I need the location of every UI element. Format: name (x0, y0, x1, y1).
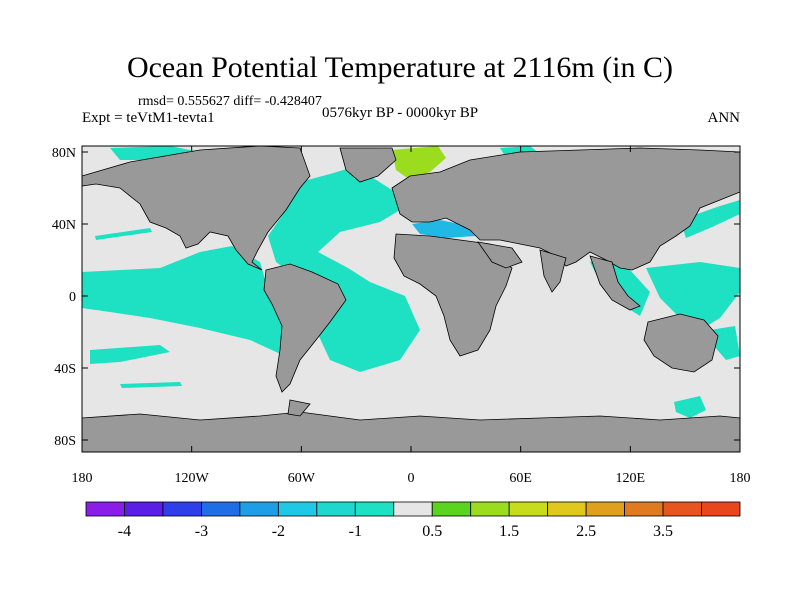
land-australia (643, 313, 719, 373)
colorbar-swatch (547, 501, 587, 517)
colorbar-swatch (393, 501, 433, 517)
lon-tick-label: 60W (288, 471, 316, 486)
colorbar-label: 3.5 (653, 523, 673, 540)
land-antarctic-peninsula (287, 399, 311, 417)
experiment-label: Expt = teVtM1-tevta1 (82, 110, 215, 126)
colorbar-swatch (162, 501, 202, 517)
colorbar-swatch (124, 501, 164, 517)
lat-tick-label: 0 (69, 290, 76, 305)
colorbar-label: 0.5 (422, 523, 442, 540)
land-south-america (263, 263, 347, 393)
land-southeast-asia (589, 255, 641, 311)
lat-tick-label: 80S (54, 434, 76, 449)
colorbar-swatch (508, 501, 549, 517)
lat-tick-label: 40S (54, 362, 76, 377)
west-pacific-anomaly (646, 262, 740, 330)
season-label: ANN (707, 110, 741, 126)
colorbar (85, 501, 741, 517)
colorbar-swatch (354, 501, 395, 517)
map-title: Ocean Potential Temperature at 2116m (in… (126, 51, 674, 84)
colorbar-label: 1.5 (499, 523, 519, 540)
colorbar-label: 2.5 (576, 523, 596, 540)
lon-tick-label: 120E (616, 471, 646, 486)
latitude-axis: 80N 40N 0 40S 80S (52, 146, 740, 449)
nordic-seas-anomaly (392, 146, 446, 180)
pacific-anomaly-dash (120, 382, 182, 388)
southern-ocean-anomaly (674, 396, 706, 418)
colorbar-label: -3 (195, 523, 208, 540)
lat-tick-label: 80N (52, 146, 76, 161)
colorbar-swatch (585, 501, 625, 517)
colorbar-swatch (85, 501, 125, 517)
lon-tick-label: 180 (72, 471, 93, 486)
colorbar-swatch (316, 501, 356, 517)
land-north-america (81, 145, 311, 271)
land-india (539, 249, 567, 293)
colorbar-swatch (431, 501, 472, 517)
colorbar-labels: -4 -3 -2 -1 0.5 1.5 2.5 3.5 (118, 523, 673, 540)
lon-tick-label: 120W (175, 471, 210, 486)
colorbar-swatch (277, 501, 318, 517)
north-pacific-anomaly-dash (95, 228, 152, 240)
period-label: 0576kyr BP - 0000kyr BP (322, 105, 479, 121)
land-greenland (339, 147, 397, 183)
colorbar-swatch (701, 501, 741, 517)
colorbar-swatch (624, 501, 664, 517)
land-masses (81, 145, 741, 453)
lat-tick-label: 40N (52, 218, 76, 233)
lon-tick-label: 180 (730, 471, 751, 486)
colorbar-label: -2 (272, 523, 285, 540)
colorbar-swatch (239, 501, 279, 517)
stats-text: rmsd= 0.555627 diff= -0.428407 (138, 94, 322, 109)
pacific-anomaly-band (82, 246, 300, 356)
tasman-anomaly (710, 326, 740, 360)
longitude-axis: 180 120W 60W 0 60E 120E 180 (72, 146, 751, 486)
northwest-pacific-anomaly (680, 200, 740, 238)
land-arabia (477, 241, 523, 269)
land-eurasia (391, 147, 741, 271)
labrador-anomaly (300, 168, 360, 192)
colorbar-label: -1 (349, 523, 362, 540)
south-pacific-anomaly-strip (90, 345, 170, 364)
atlantic-anomaly-region (268, 176, 420, 372)
lon-tick-label: 0 (408, 471, 415, 486)
colorbar-swatch (201, 501, 241, 517)
colorbar-label: -4 (118, 523, 131, 540)
colorbar-swatch (470, 501, 510, 517)
lon-tick-label: 60E (509, 471, 532, 486)
colorbar-swatch (662, 501, 702, 517)
